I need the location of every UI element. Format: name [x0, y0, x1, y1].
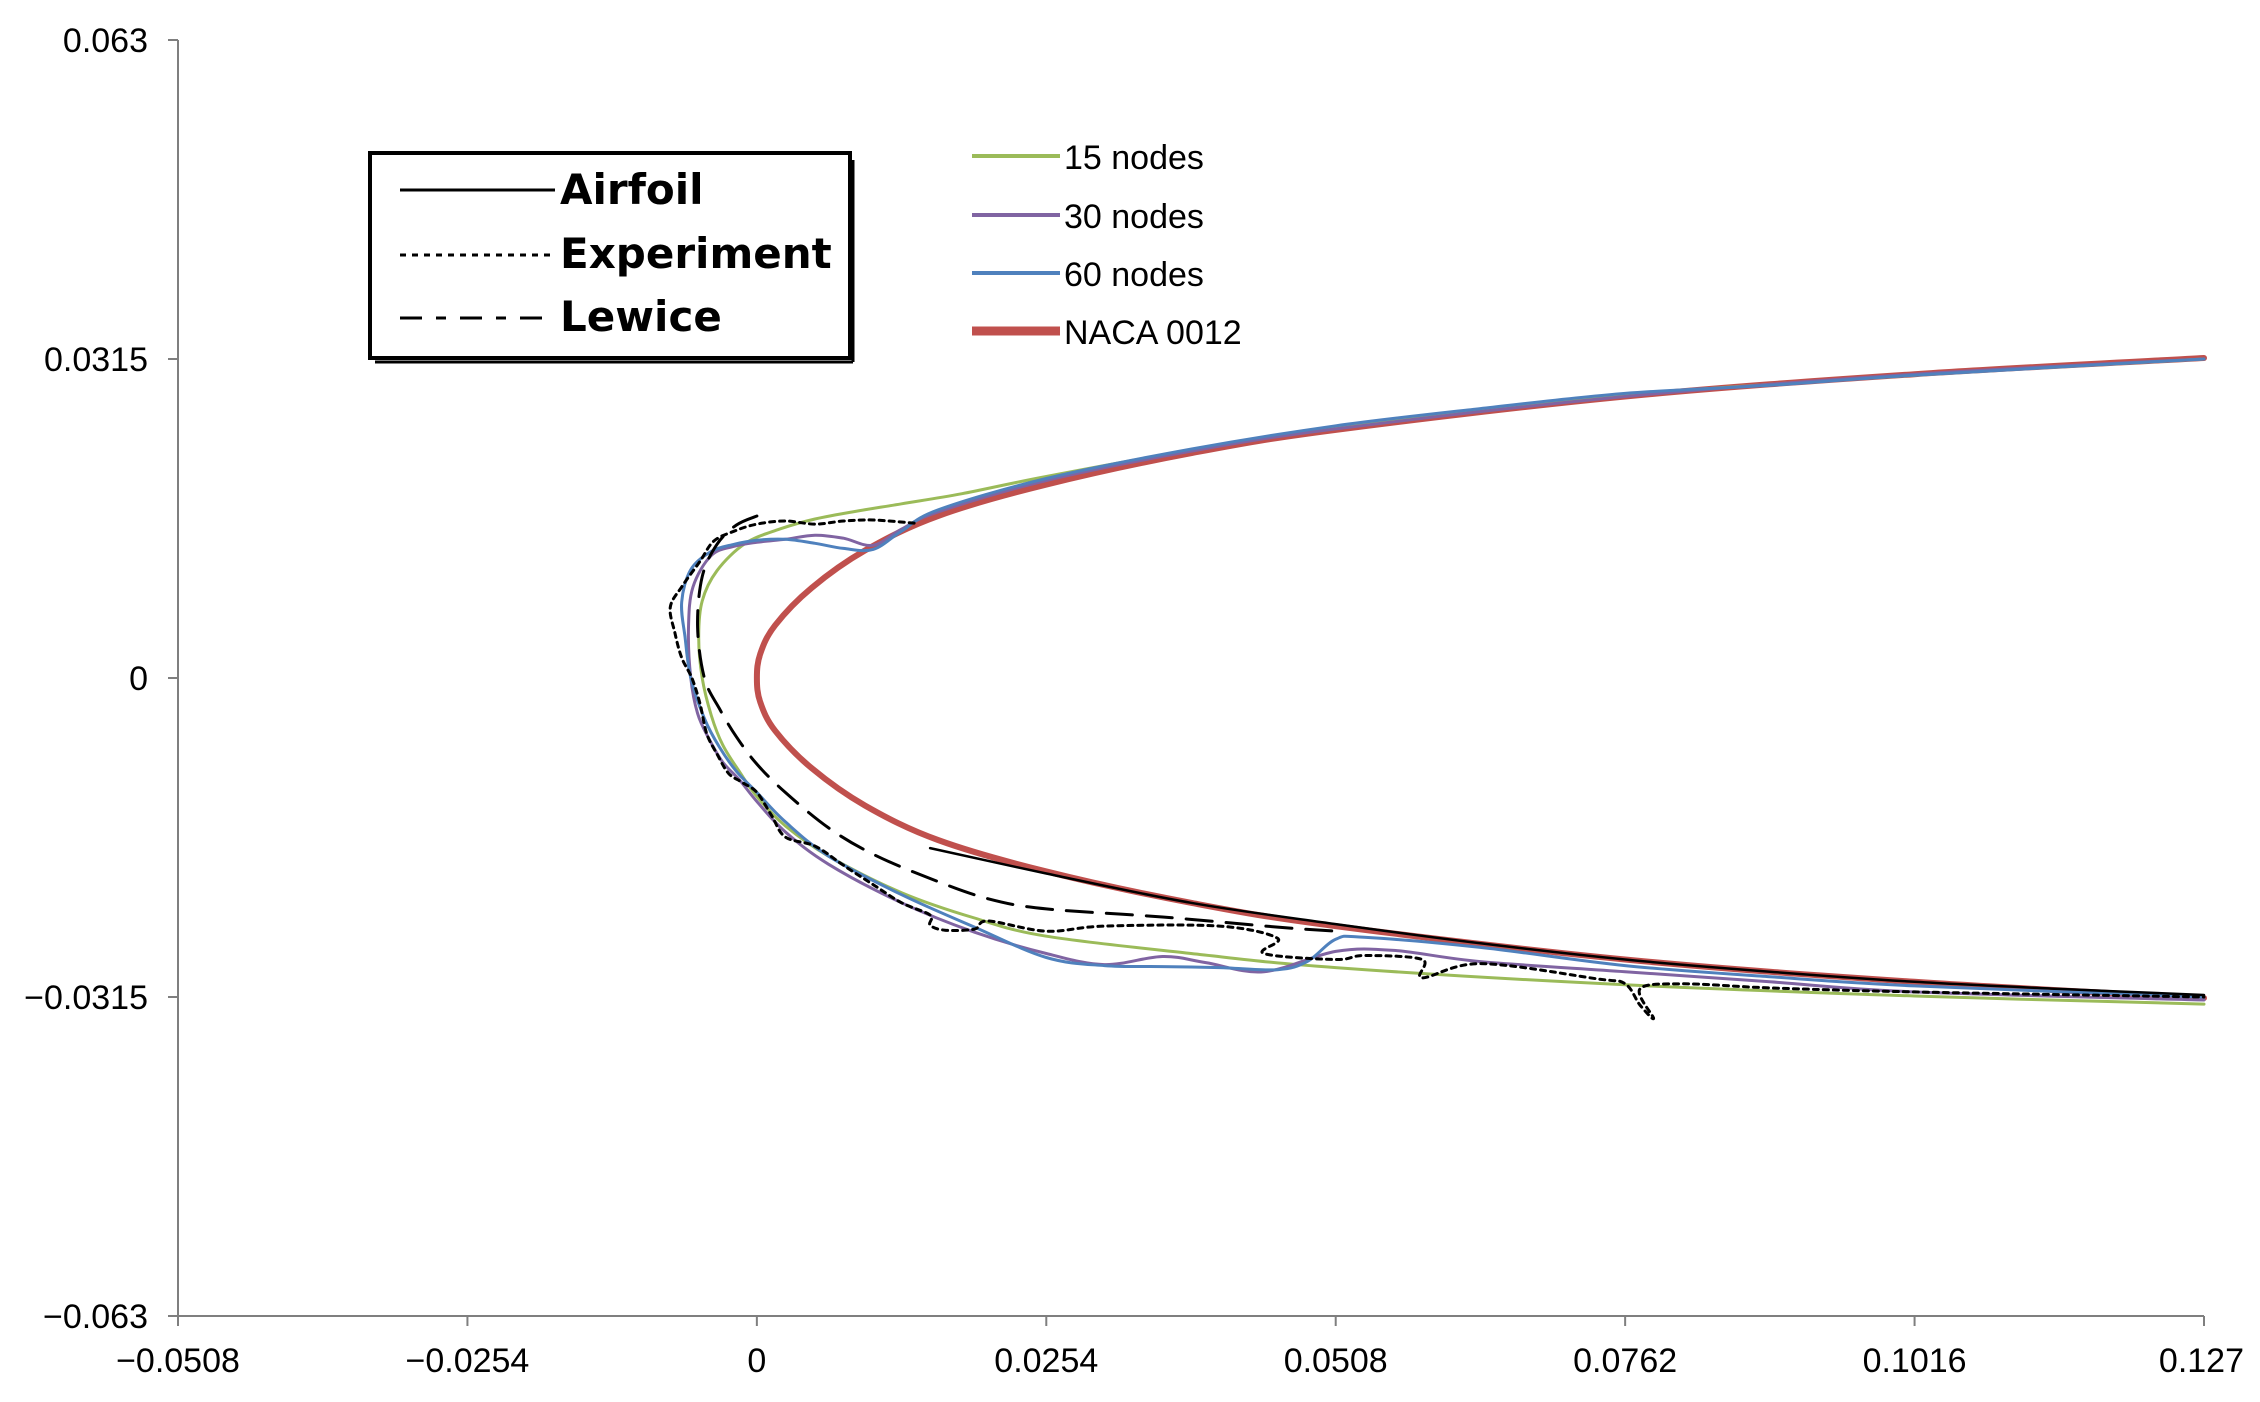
x-tick-label: 0.0762 — [1573, 1342, 1677, 1380]
legend-30-nodes-label: 30 nodes — [1064, 198, 1204, 236]
y-tick-label: 0.0315 — [44, 341, 148, 379]
series-60-nodes — [679, 357, 2206, 999]
series-15-nodes — [697, 357, 2206, 1006]
legend-experiment-label: Experiment — [560, 229, 832, 278]
legend-60-nodes-label: 60 nodes — [1064, 256, 1204, 294]
y-tick-label: 0.063 — [63, 22, 148, 60]
legend-scanned: Airfoil Experiment Lewice — [368, 151, 855, 364]
y-tick-label: −0.063 — [43, 1298, 148, 1336]
legend-lewice-label: Lewice — [560, 292, 722, 341]
series-airfoil — [928, 846, 2206, 997]
legend-airfoil-label: Airfoil — [560, 165, 704, 214]
y-tick-label: −0.0315 — [24, 979, 148, 1017]
ticks: −0.0508 −0.0254 0 0.0254 0.0508 0.0762 0.1016 0… — [24, 22, 2244, 1380]
x-tick-label: 0.0254 — [994, 1342, 1098, 1380]
legend-15-nodes-label: 15 nodes — [1064, 139, 1204, 177]
x-tick-label: −0.0254 — [405, 1342, 529, 1380]
legend-colored: 15 nodes 30 nodes 60 nodes NACA 0012 — [972, 139, 1242, 352]
series-lewice — [696, 514, 1338, 933]
series-naca-0012 — [753, 355, 2207, 1001]
x-tick-label: 0.0508 — [1284, 1342, 1388, 1380]
x-tick-label: 0.1016 — [1863, 1342, 1967, 1380]
x-tick-label: 0.127 — [2159, 1342, 2244, 1380]
x-tick-label: 0 — [747, 1342, 766, 1380]
series-layer — [668, 355, 2207, 1021]
legend-naca-label: NACA 0012 — [1064, 314, 1242, 352]
series-experiment — [668, 518, 2206, 1021]
x-tick-label: −0.0508 — [116, 1342, 240, 1380]
series-30-nodes — [686, 357, 2206, 1002]
y-tick-label: 0 — [129, 660, 148, 698]
